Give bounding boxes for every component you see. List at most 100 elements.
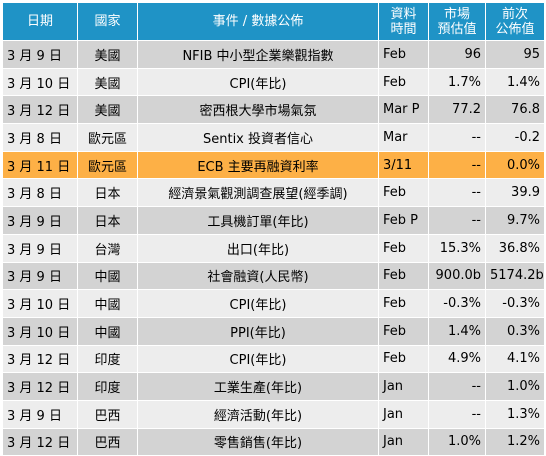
cell-country: 印度: [77, 372, 138, 401]
table-row: 3 月 12 日美國 密西根大學市場氣氛 Mar P 77.2 76.8: [2, 95, 545, 125]
table-row: 3 月 8 日日本 經濟景氣觀測調查展望(經季調) Feb -- 39.9: [2, 178, 545, 208]
cell-previous: 1.2%: [485, 427, 545, 456]
cell-country: 巴西: [77, 399, 138, 429]
table-row: 3 月 10 日中國 CPI(年比) Feb -0.3% -0.3%: [2, 289, 545, 318]
header-event: 事件 / 數據公佈: [137, 2, 379, 41]
cell-forecast: --: [428, 372, 486, 401]
table-row: 3 月 9 日台灣 出口(年比) Feb 15.3% 36.8%: [2, 233, 545, 263]
cell-date: 3 月 12 日: [2, 95, 78, 125]
cell-previous: -0.3%: [485, 289, 545, 318]
cell-date: 3 月 9 日: [2, 233, 78, 263]
table-row: 3 月 12 日印度 工業生產(年比) Jan -- 1.0%: [2, 372, 545, 401]
cell-date: 3 月 9 日: [2, 40, 78, 69]
table-row: 3 月 8 日歐元區 Sentix 投資者信心 Mar -- -0.2: [2, 123, 545, 152]
cell-country: 歐元區: [77, 150, 138, 180]
cell-forecast: 1.4%: [428, 316, 486, 346]
cell-country: 印度: [77, 344, 138, 374]
cell-country: 中國: [77, 316, 138, 346]
cell-country: 歐元區: [77, 123, 138, 152]
cell-period: Mar P: [378, 95, 429, 125]
cell-event: 出口(年比): [137, 233, 379, 263]
cell-forecast: 1.7%: [428, 67, 486, 97]
header-date: 日期: [2, 2, 78, 41]
cell-country: 日本: [77, 178, 138, 208]
cell-date: 3 月 9 日: [2, 261, 78, 291]
table-row: 3 月 9 日日本 工具機訂單(年比) Feb P -- 9.7%: [2, 206, 545, 235]
cell-forecast: -0.3%: [428, 289, 486, 318]
cell-period: Feb: [378, 67, 429, 97]
cell-forecast: 96: [428, 40, 486, 69]
cell-country: 美國: [77, 67, 138, 97]
cell-event: 工業生產(年比): [137, 372, 379, 401]
cell-forecast: --: [428, 178, 486, 208]
cell-previous: 1.3%: [485, 399, 545, 429]
cell-previous: 4.1%: [485, 344, 545, 374]
cell-event: 零售銷售(年比): [137, 427, 379, 456]
cell-previous: 0.0%: [485, 150, 545, 180]
cell-period: Mar: [378, 123, 429, 152]
cell-period: Jan: [378, 372, 429, 401]
cell-forecast: --: [428, 206, 486, 235]
cell-previous: 39.9: [485, 178, 545, 208]
cell-period: 3/11: [378, 150, 429, 180]
cell-event: CPI(年比): [137, 67, 379, 97]
cell-country: 台灣: [77, 233, 138, 263]
table-row: 3 月 9 日美國 NFIB 中小型企業樂觀指數 Feb 96 95: [2, 40, 545, 69]
cell-event: CPI(年比): [137, 344, 379, 374]
cell-previous: 95: [485, 40, 545, 69]
cell-forecast: 15.3%: [428, 233, 486, 263]
cell-previous: -0.2: [485, 123, 545, 152]
cell-event: PPI(年比): [137, 316, 379, 346]
table-row: 3 月 12 日印度 CPI(年比) Feb 4.9% 4.1%: [2, 344, 545, 374]
cell-period: Feb: [378, 178, 429, 208]
table-row-highlighted: 3 月 11 日歐元區 ECB 主要再融資利率 3/11 -- 0.0%: [2, 150, 545, 180]
table-row: 3 月 12 日巴西 零售銷售(年比) Jan 1.0% 1.2%: [2, 427, 545, 456]
header-row: 日期 國家 事件 / 數據公佈 資料 時間 市場 預估值 前次 公佈值: [2, 2, 545, 41]
cell-forecast: --: [428, 399, 486, 429]
cell-date: 3 月 8 日: [2, 123, 78, 152]
cell-period: Jan: [378, 399, 429, 429]
cell-date: 3 月 10 日: [2, 316, 78, 346]
cell-event: 經濟活動(年比): [137, 399, 379, 429]
cell-event: NFIB 中小型企業樂觀指數: [137, 40, 379, 69]
cell-previous: 1.4%: [485, 67, 545, 97]
cell-period: Feb: [378, 233, 429, 263]
cell-forecast: 4.9%: [428, 344, 486, 374]
cell-forecast: --: [428, 123, 486, 152]
cell-event: CPI(年比): [137, 289, 379, 318]
cell-date: 3 月 12 日: [2, 372, 78, 401]
cell-country: 美國: [77, 40, 138, 69]
cell-period: Feb P: [378, 206, 429, 235]
cell-previous: 1.0%: [485, 372, 545, 401]
cell-date: 3 月 11 日: [2, 150, 78, 180]
cell-forecast: 900.0b: [428, 261, 486, 291]
cell-period: Feb: [378, 316, 429, 346]
cell-country: 美國: [77, 95, 138, 125]
cell-country: 日本: [77, 206, 138, 235]
table-row: 3 月 9 日巴西 經濟活動(年比) Jan -- 1.3%: [2, 399, 545, 429]
header-country: 國家: [77, 2, 138, 41]
header-forecast: 市場 預估值: [428, 2, 486, 41]
table-row: 3 月 10 日中國 PPI(年比) Feb 1.4% 0.3%: [2, 316, 545, 346]
cell-previous: 5174.2b: [485, 261, 545, 291]
table-row: 3 月 10 日美國 CPI(年比) Feb 1.7% 1.4%: [2, 67, 545, 97]
cell-period: Jan: [378, 427, 429, 456]
cell-previous: 36.8%: [485, 233, 545, 263]
cell-period: Feb: [378, 40, 429, 69]
header-previous: 前次 公佈值: [485, 2, 545, 41]
cell-country: 中國: [77, 289, 138, 318]
cell-period: Feb: [378, 289, 429, 318]
cell-event: 經濟景氣觀測調查展望(經季調): [137, 178, 379, 208]
cell-date: 3 月 10 日: [2, 67, 78, 97]
cell-previous: 76.8: [485, 95, 545, 125]
cell-date: 3 月 8 日: [2, 178, 78, 208]
cell-country: 巴西: [77, 427, 138, 456]
cell-date: 3 月 9 日: [2, 206, 78, 235]
cell-event: Sentix 投資者信心: [137, 123, 379, 152]
cell-forecast: --: [428, 150, 486, 180]
cell-country: 中國: [77, 261, 138, 291]
cell-date: 3 月 10 日: [2, 289, 78, 318]
header-period: 資料 時間: [378, 2, 429, 41]
cell-period: Feb: [378, 344, 429, 374]
